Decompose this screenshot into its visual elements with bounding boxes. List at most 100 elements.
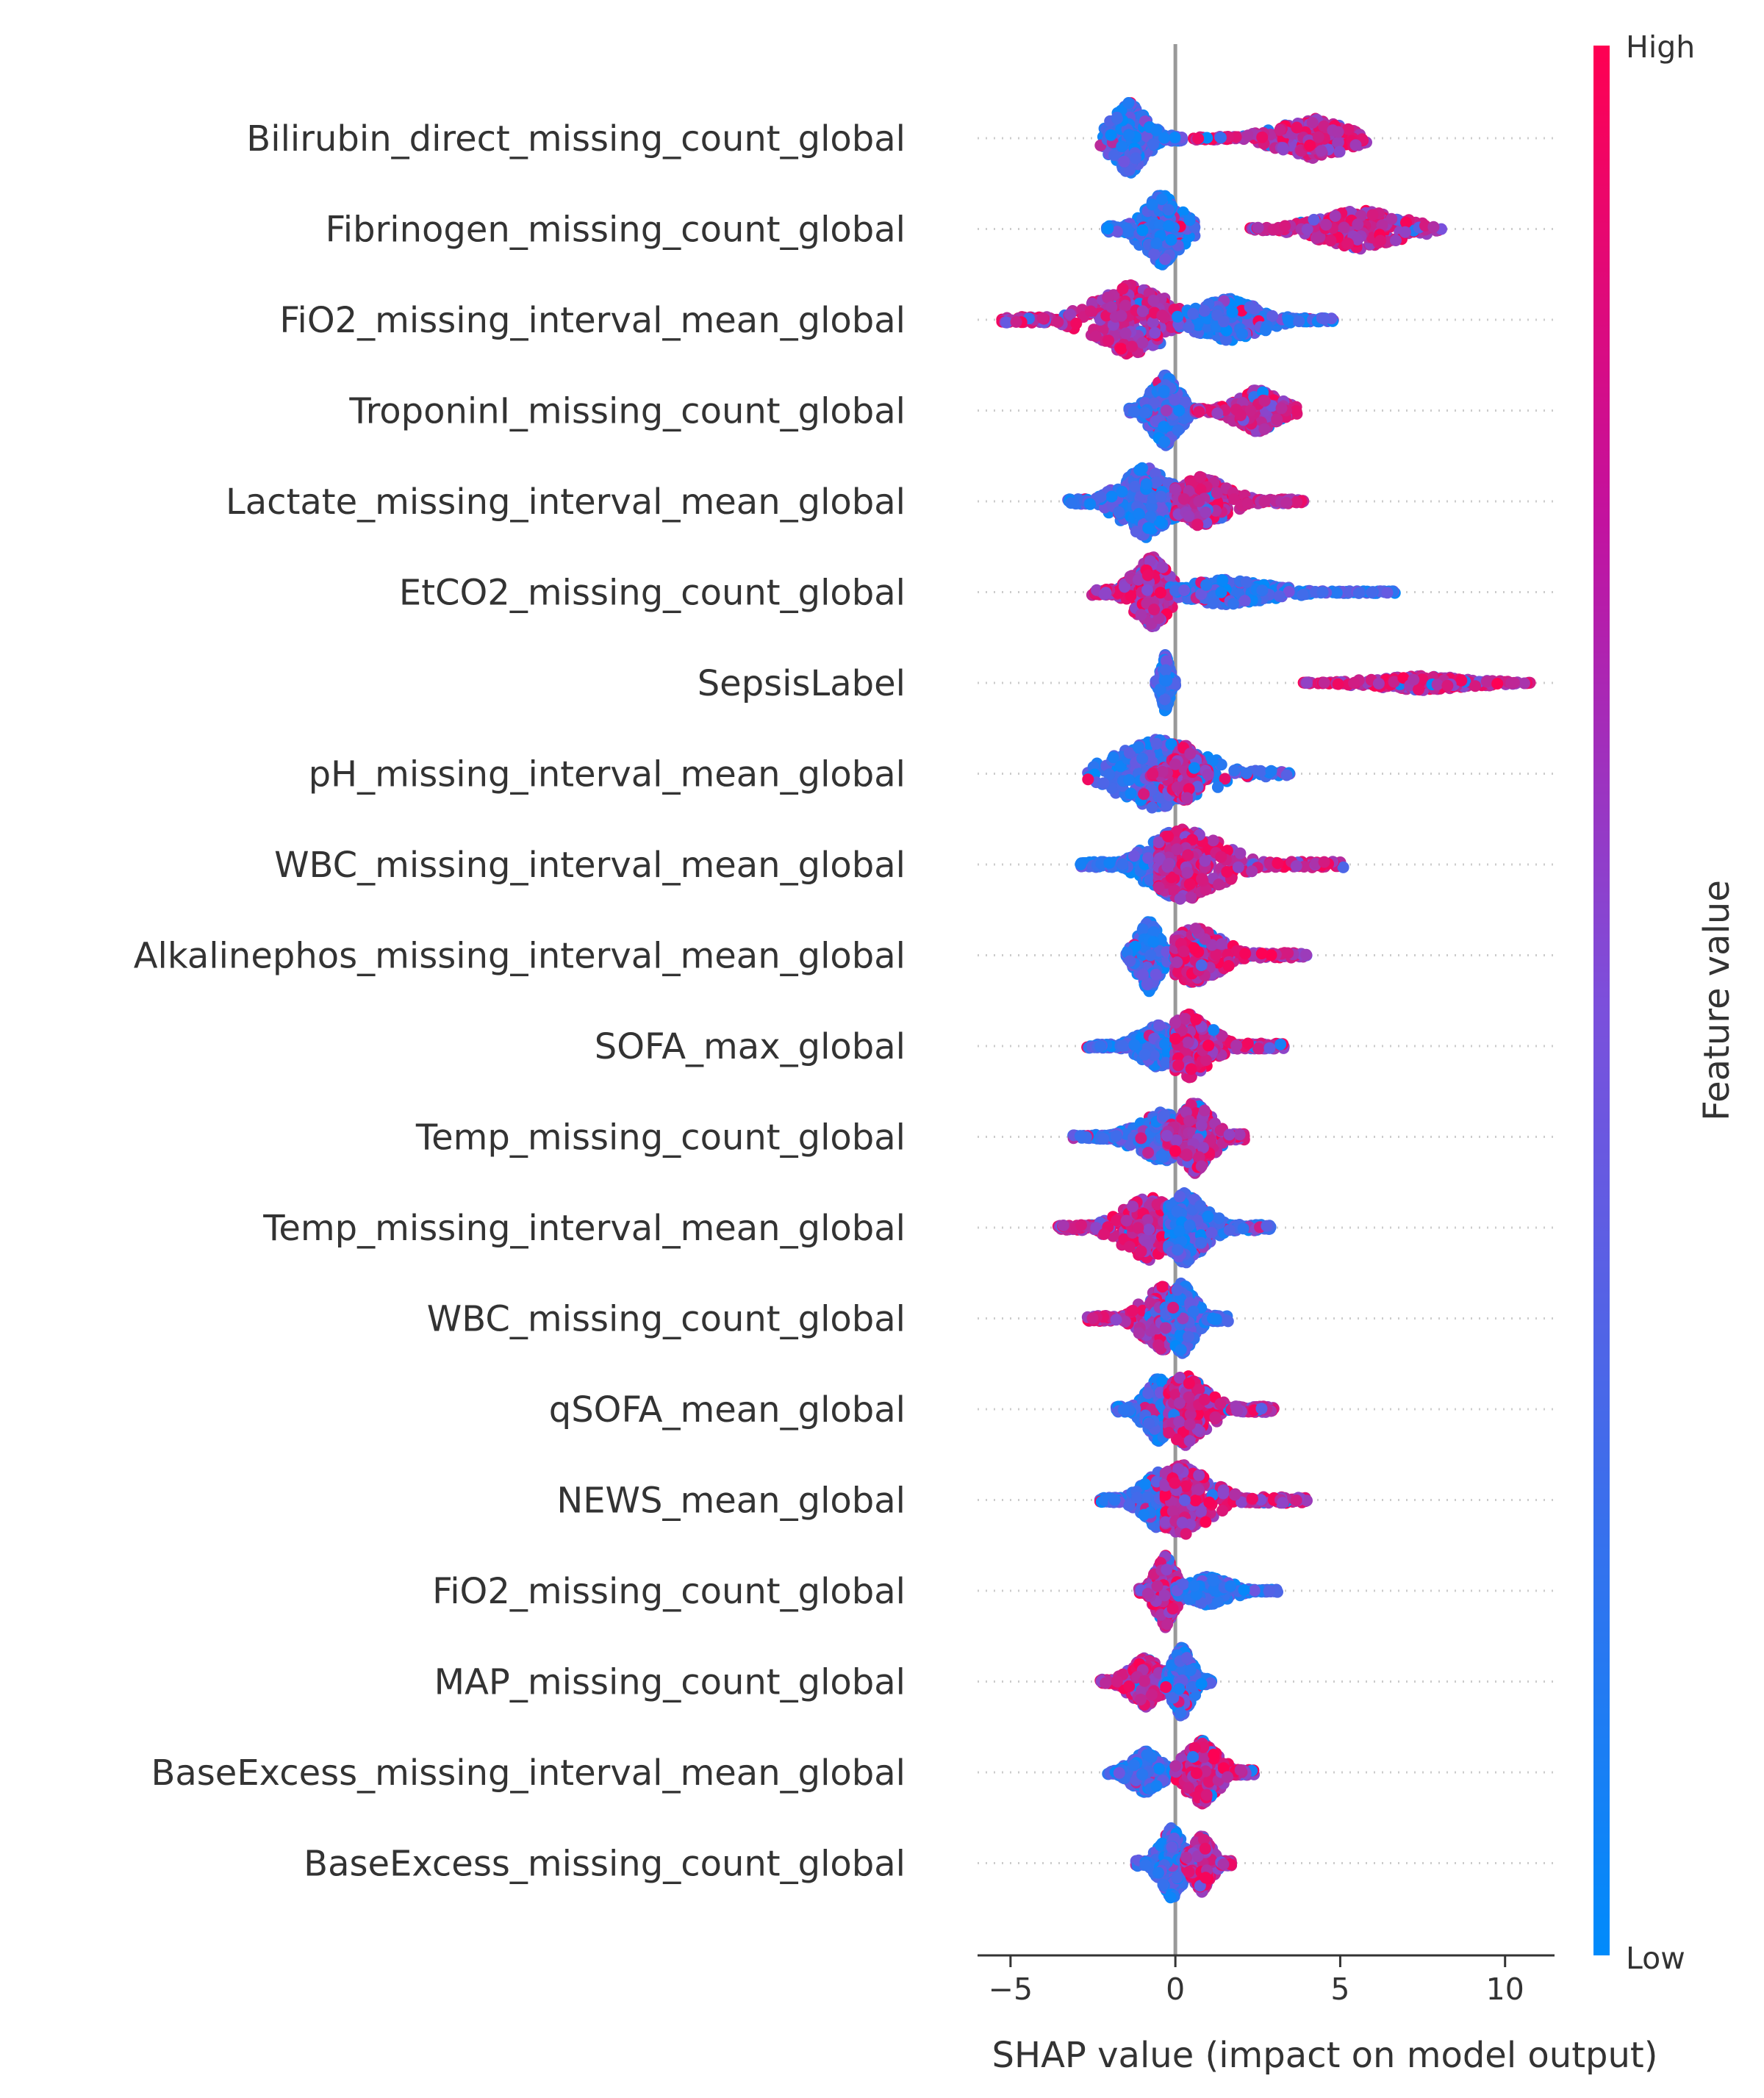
shap-dot bbox=[1147, 295, 1159, 307]
shap-dot bbox=[1427, 221, 1439, 233]
shap-dot bbox=[1138, 788, 1150, 800]
shap-dot bbox=[1280, 497, 1292, 509]
shap-dot bbox=[1126, 341, 1138, 353]
shap-dot bbox=[1151, 738, 1163, 750]
shap-dot bbox=[1320, 219, 1332, 231]
shap-dot bbox=[1149, 327, 1161, 339]
shap-dot bbox=[1159, 254, 1171, 265]
shap-dot bbox=[1159, 693, 1171, 705]
shap-dot bbox=[1148, 604, 1160, 615]
shap-dot bbox=[1116, 140, 1127, 152]
shap-dot bbox=[1227, 307, 1238, 318]
shap-dot bbox=[1293, 315, 1305, 327]
shap-dot bbox=[1173, 405, 1185, 417]
shap-dot bbox=[1348, 677, 1360, 689]
shap-dot bbox=[1097, 778, 1109, 790]
shap-dot bbox=[1274, 590, 1286, 602]
shap-dot bbox=[1316, 145, 1327, 157]
shap-dot bbox=[1191, 519, 1203, 531]
shap-dot bbox=[1271, 413, 1283, 425]
shap-dot bbox=[1469, 680, 1481, 692]
shap-dot bbox=[1105, 129, 1117, 141]
shap-dot bbox=[1145, 511, 1157, 523]
shap-dot bbox=[1169, 132, 1181, 143]
shap-dot bbox=[1136, 224, 1148, 236]
shap-dot bbox=[1266, 765, 1277, 777]
shap-dot bbox=[1367, 209, 1379, 221]
shap-dot bbox=[1125, 788, 1137, 800]
shap-dot bbox=[1123, 774, 1135, 786]
shap-dot bbox=[1333, 679, 1344, 690]
shap-dot bbox=[1352, 218, 1363, 230]
shap-dot bbox=[1373, 678, 1385, 690]
shap-dot bbox=[1111, 112, 1123, 124]
shap-dot bbox=[1133, 741, 1144, 753]
shap-dot bbox=[1215, 132, 1227, 143]
shap-dot bbox=[1108, 751, 1119, 763]
shap-dot bbox=[1094, 491, 1106, 503]
shap-dot bbox=[1128, 406, 1140, 418]
shap-dot bbox=[1052, 316, 1064, 328]
shap-dot bbox=[1334, 146, 1346, 157]
shap-dot bbox=[1141, 479, 1152, 490]
shap-dot bbox=[1259, 395, 1271, 407]
shap-dot bbox=[1113, 506, 1125, 518]
shap-dot bbox=[1199, 305, 1211, 317]
shap-dot bbox=[1142, 570, 1154, 581]
shap-dot bbox=[1148, 248, 1160, 260]
shap-dot bbox=[1122, 97, 1134, 109]
shap-dot bbox=[1136, 337, 1148, 348]
shap-dot bbox=[1183, 510, 1194, 522]
shap-dot bbox=[1216, 574, 1228, 586]
shap-dot bbox=[1116, 343, 1127, 354]
shap-dot bbox=[1256, 584, 1268, 596]
shap-dot bbox=[1353, 587, 1365, 599]
shap-dot bbox=[1256, 132, 1268, 143]
shap-dot bbox=[1183, 321, 1194, 333]
shap-dot bbox=[1133, 464, 1145, 476]
shap-dot bbox=[1338, 222, 1350, 234]
shap-dot bbox=[1187, 308, 1199, 320]
shap-dot bbox=[1193, 495, 1205, 507]
shap-dot bbox=[1212, 781, 1224, 793]
shap-dot bbox=[1279, 220, 1291, 232]
shap-dot bbox=[1169, 394, 1180, 406]
shap-dot bbox=[1119, 327, 1131, 339]
shap-dot bbox=[1130, 152, 1141, 164]
shap-dot bbox=[1163, 220, 1175, 232]
shap-dot bbox=[1319, 313, 1330, 325]
shap-dot bbox=[1130, 526, 1142, 537]
shap-dot bbox=[1193, 406, 1205, 418]
shap-dot bbox=[1242, 129, 1254, 141]
shap-dot bbox=[1218, 315, 1230, 327]
shap-dot bbox=[1317, 587, 1329, 598]
shap-dot bbox=[1155, 491, 1167, 503]
shap-dot bbox=[1481, 676, 1493, 687]
shap-dot bbox=[1291, 496, 1302, 508]
shap-dot bbox=[1172, 311, 1183, 323]
shap-dot bbox=[1070, 318, 1082, 329]
shap-dot bbox=[1169, 483, 1181, 495]
shap-dot bbox=[1304, 140, 1316, 151]
shap-dot bbox=[1178, 584, 1190, 596]
shap-dot bbox=[1333, 126, 1344, 138]
shap-dot bbox=[1184, 214, 1196, 226]
shap-dot bbox=[1085, 306, 1097, 318]
shap-dot bbox=[1178, 493, 1190, 505]
shap-dot bbox=[1390, 234, 1402, 246]
shap-dot bbox=[1082, 773, 1094, 785]
shap-dot bbox=[1155, 587, 1166, 598]
shap-dot bbox=[1242, 498, 1254, 509]
shap-dot bbox=[1258, 423, 1270, 435]
shap-dot bbox=[1200, 506, 1211, 518]
shap-dot bbox=[1432, 679, 1444, 690]
shap-dot bbox=[1252, 222, 1264, 234]
shap-dot bbox=[1139, 407, 1150, 418]
shap-dot bbox=[1117, 283, 1129, 295]
shap-dot bbox=[1519, 678, 1530, 690]
shap-dot bbox=[1330, 210, 1341, 222]
shap-dot bbox=[1408, 674, 1419, 686]
shap-dot bbox=[1150, 237, 1162, 249]
shap-dot bbox=[1455, 675, 1467, 687]
shap-dots bbox=[996, 97, 1535, 1903]
